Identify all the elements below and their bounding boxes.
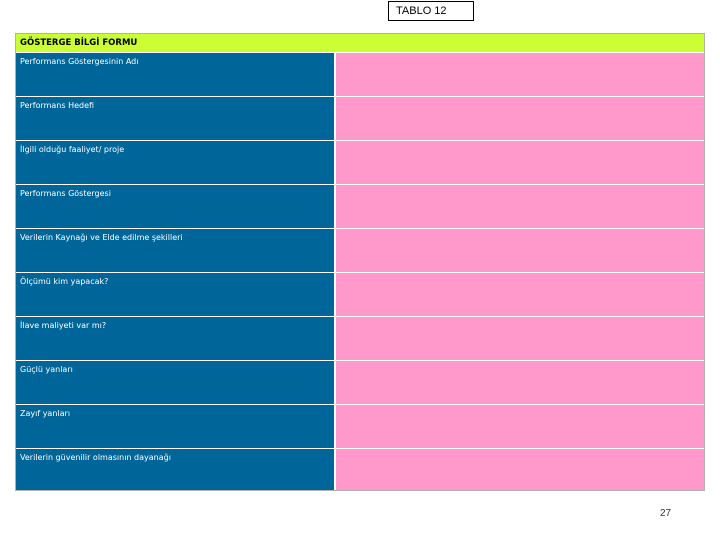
row-label: Verilerin Kaynağı ve Elde edilme şekille…	[16, 229, 335, 272]
row-label: Performans Göstergesi	[16, 185, 335, 228]
row-label: Güçlü yanları	[16, 361, 335, 404]
form-row: Zayıf yanları	[16, 405, 704, 449]
form-row: Güçlü yanları	[16, 361, 704, 405]
row-label: İlave maliyeti var mı?	[16, 317, 335, 360]
row-value-field[interactable]	[336, 229, 704, 272]
row-value-field[interactable]	[336, 273, 704, 316]
form-row: Performans Göstergesi	[16, 185, 704, 229]
row-value-field[interactable]	[336, 405, 704, 448]
row-label: İlgili olduğu faaliyet/ proje	[16, 141, 335, 184]
row-value-field[interactable]	[336, 449, 704, 490]
row-label: Performans Göstergesinin Adı	[16, 53, 335, 96]
form-row: Verilerin Kaynağı ve Elde edilme şekille…	[16, 229, 704, 273]
row-value-field[interactable]	[336, 361, 704, 404]
row-value-field[interactable]	[336, 317, 704, 360]
row-label: Verilerin güvenilir olmasının dayanağı	[16, 449, 335, 490]
row-value-field[interactable]	[336, 97, 704, 140]
table-number-label: TABLO 12	[388, 1, 474, 21]
row-label: Zayıf yanları	[16, 405, 335, 448]
row-label: Performans Hedefi	[16, 97, 335, 140]
row-value-field[interactable]	[336, 53, 704, 96]
form-row: Performans Göstergesinin Adı	[16, 53, 704, 97]
form-row: Ölçümü kim yapacak?	[16, 273, 704, 317]
form-row: İlave maliyeti var mı?	[16, 317, 704, 361]
form-row: Performans Hedefi	[16, 97, 704, 141]
form-row: İlgili olduğu faaliyet/ proje	[16, 141, 704, 185]
row-value-field[interactable]	[336, 185, 704, 228]
row-label: Ölçümü kim yapacak?	[16, 273, 335, 316]
form-row: Verilerin güvenilir olmasının dayanağı	[16, 449, 704, 490]
indicator-info-form: GÖSTERGE BİLGİ FORMU Performans Gösterge…	[15, 33, 705, 491]
row-value-field[interactable]	[336, 141, 704, 184]
form-title: GÖSTERGE BİLGİ FORMU	[16, 34, 704, 53]
page-number: 27	[660, 508, 672, 519]
